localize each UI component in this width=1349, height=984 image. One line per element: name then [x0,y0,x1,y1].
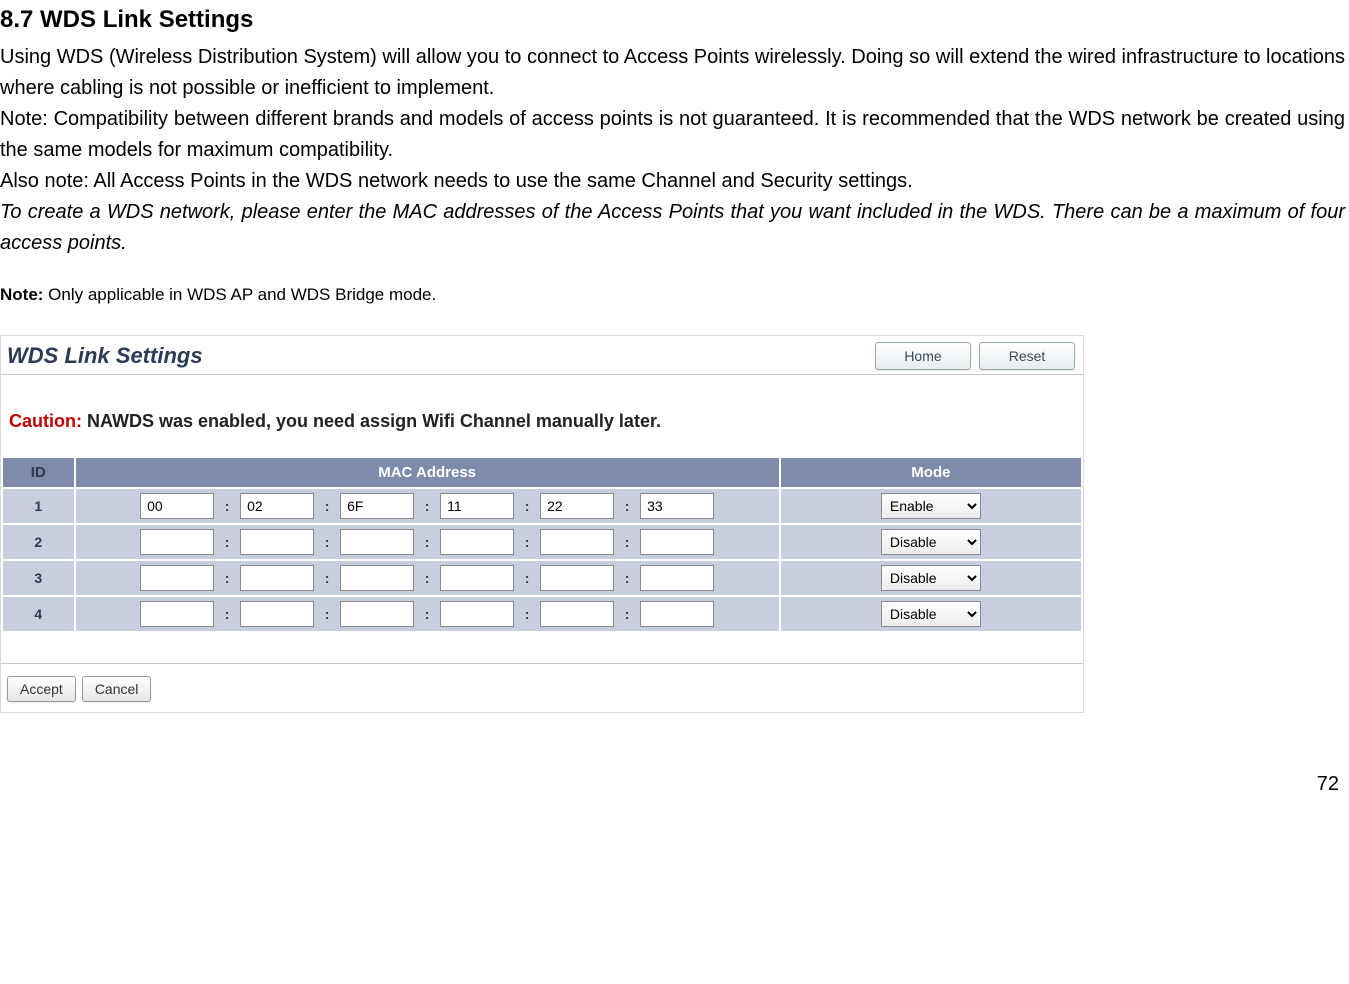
mac-octet-input[interactable] [540,493,614,519]
mode-cell: EnableDisable [780,560,1082,596]
mac-octet-input[interactable] [240,529,314,555]
section-heading: 8.7 WDS Link Settings [0,6,1345,34]
row-id: 3 [2,560,75,596]
mode-cell: EnableDisable [780,596,1082,632]
mode-select[interactable]: EnableDisable [881,601,981,627]
caution-text: NAWDS was enabled, you need assign Wifi … [82,411,661,431]
row-id: 4 [2,596,75,632]
mac-cell: ::::: [75,596,780,632]
caution-row: Caution: NAWDS was enabled, you need ass… [1,375,1083,456]
mac-octet-input[interactable] [640,601,714,627]
mac-octet-input[interactable] [540,565,614,591]
table-row: 2:::::EnableDisable [2,524,1082,560]
mac-octet-input[interactable] [240,493,314,519]
mac-octet-input[interactable] [640,493,714,519]
col-mode: Mode [780,457,1082,488]
mac-separator: : [314,570,340,586]
mac-separator: : [614,570,640,586]
mac-octet-input[interactable] [140,529,214,555]
mac-octet-input[interactable] [540,601,614,627]
mac-separator: : [514,570,540,586]
note-text: Only applicable in WDS AP and WDS Bridge… [43,285,436,304]
wds-panel: WDS Link Settings Home Reset Caution: NA… [0,335,1084,713]
paragraph-4: To create a WDS network, please enter th… [0,197,1345,259]
mac-octet-input[interactable] [440,529,514,555]
mode-cell: EnableDisable [780,488,1082,524]
mac-separator: : [614,606,640,622]
paragraph-2: Note: Compatibility between different br… [0,104,1345,166]
page-number: 72 [0,713,1345,802]
cancel-button[interactable]: Cancel [82,676,152,702]
mac-separator: : [414,606,440,622]
mac-separator: : [214,534,240,550]
mac-octet-input[interactable] [240,565,314,591]
paragraph-3: Also note: All Access Points in the WDS … [0,166,1345,197]
panel-header: WDS Link Settings Home Reset [1,336,1083,375]
home-button[interactable]: Home [875,342,971,370]
row-id: 2 [2,524,75,560]
mac-octet-input[interactable] [440,601,514,627]
mac-octet-input[interactable] [540,529,614,555]
mac-cell: ::::: [75,524,780,560]
note-line: Note: Only applicable in WDS AP and WDS … [0,285,1345,305]
col-mac: MAC Address [75,457,780,488]
mac-octet-input[interactable] [340,529,414,555]
mac-octet-input[interactable] [140,565,214,591]
mac-octet-input[interactable] [440,493,514,519]
mac-octet-input[interactable] [440,565,514,591]
mac-octet-input[interactable] [140,601,214,627]
mac-octet-input[interactable] [340,493,414,519]
mac-separator: : [614,534,640,550]
mac-separator: : [514,606,540,622]
mac-separator: : [314,606,340,622]
mac-separator: : [214,606,240,622]
mac-cell: ::::: [75,488,780,524]
mac-cell: ::::: [75,560,780,596]
action-row: Accept Cancel [1,674,1083,708]
mac-separator: : [214,570,240,586]
mac-separator: : [414,534,440,550]
paragraph-1: Using WDS (Wireless Distribution System)… [0,42,1345,104]
caution-label: Caution: [9,411,82,431]
mode-select[interactable]: EnableDisable [881,565,981,591]
mac-separator: : [614,498,640,514]
table-row: 4:::::EnableDisable [2,596,1082,632]
mac-octet-input[interactable] [240,601,314,627]
mac-octet-input[interactable] [640,565,714,591]
wds-table: ID MAC Address Mode 1:::::EnableDisable2… [1,456,1083,633]
reset-button[interactable]: Reset [979,342,1075,370]
panel-title: WDS Link Settings [7,343,203,369]
mac-octet-input[interactable] [640,529,714,555]
mac-octet-input[interactable] [340,601,414,627]
mac-separator: : [514,534,540,550]
mac-separator: : [314,534,340,550]
mac-octet-input[interactable] [140,493,214,519]
row-id: 1 [2,488,75,524]
accept-button[interactable]: Accept [7,676,76,702]
mac-separator: : [414,498,440,514]
mac-separator: : [514,498,540,514]
note-label: Note: [0,285,43,304]
mac-octet-input[interactable] [340,565,414,591]
mode-cell: EnableDisable [780,524,1082,560]
mode-select[interactable]: EnableDisable [881,493,981,519]
mac-separator: : [414,570,440,586]
mode-select[interactable]: EnableDisable [881,529,981,555]
mac-separator: : [314,498,340,514]
header-buttons: Home Reset [875,342,1075,370]
mac-separator: : [214,498,240,514]
col-id: ID [2,457,75,488]
table-row: 3:::::EnableDisable [2,560,1082,596]
panel-divider [1,663,1083,664]
table-row: 1:::::EnableDisable [2,488,1082,524]
